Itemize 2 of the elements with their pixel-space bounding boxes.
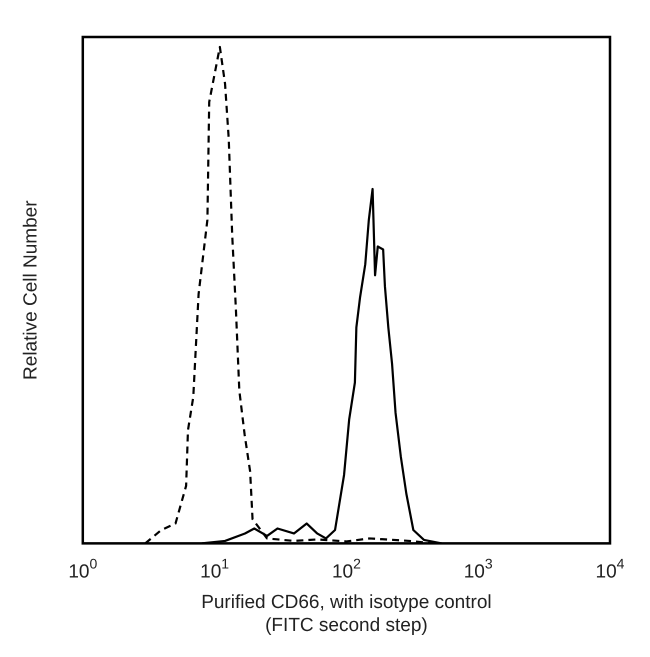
x-axis-title: Purified CD66, with isotype control (FITC second step) <box>201 592 492 636</box>
y-axis-title: Relative Cell Number <box>20 200 42 380</box>
